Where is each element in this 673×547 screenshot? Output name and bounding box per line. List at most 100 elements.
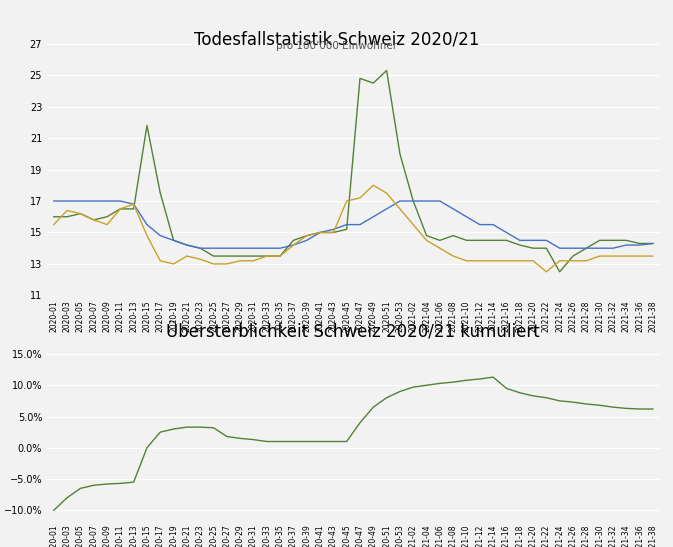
Total bbox=[529, 245, 537, 252]
Durchschnitt bbox=[489, 222, 497, 228]
Durchschnitt bbox=[502, 229, 510, 236]
Durchschnitt bbox=[63, 198, 71, 205]
Durchschnitt bbox=[262, 245, 271, 252]
Überschuss kumuliert bbox=[209, 424, 217, 431]
Überschuss kumuliert bbox=[303, 438, 311, 445]
Total bbox=[90, 217, 98, 223]
Total bbox=[316, 229, 324, 236]
Durchschnitt bbox=[196, 245, 204, 252]
Line: Durchschnitt: Durchschnitt bbox=[54, 201, 653, 248]
Total bbox=[329, 229, 337, 236]
Non-Covid bbox=[623, 253, 631, 259]
Überschuss kumuliert bbox=[449, 379, 457, 386]
Total bbox=[462, 237, 470, 243]
Überschuss kumuliert bbox=[582, 401, 590, 408]
Non-Covid bbox=[649, 253, 657, 259]
Total bbox=[103, 213, 111, 220]
Total bbox=[609, 237, 617, 243]
Total bbox=[369, 80, 378, 86]
Non-Covid bbox=[262, 253, 271, 259]
Non-Covid bbox=[103, 222, 111, 228]
Total bbox=[382, 67, 390, 74]
Non-Covid bbox=[223, 261, 231, 267]
Non-Covid bbox=[90, 217, 98, 223]
Line: Überschuss kumuliert: Überschuss kumuliert bbox=[54, 377, 653, 510]
Durchschnitt bbox=[369, 213, 378, 220]
Non-Covid bbox=[143, 232, 151, 239]
Durchschnitt bbox=[223, 245, 231, 252]
Überschuss kumuliert bbox=[369, 404, 378, 410]
Total bbox=[223, 253, 231, 259]
Non-Covid bbox=[356, 195, 364, 201]
Non-Covid bbox=[303, 232, 311, 239]
Total bbox=[582, 245, 590, 252]
Durchschnitt bbox=[382, 206, 390, 212]
Überschuss kumuliert bbox=[409, 384, 417, 391]
Total bbox=[250, 253, 258, 259]
Non-Covid bbox=[183, 253, 191, 259]
Durchschnitt bbox=[50, 198, 58, 205]
Durchschnitt bbox=[516, 237, 524, 243]
Non-Covid bbox=[476, 258, 484, 264]
Non-Covid bbox=[409, 222, 417, 228]
Total bbox=[409, 198, 417, 205]
Non-Covid bbox=[635, 253, 643, 259]
Durchschnitt bbox=[582, 245, 590, 252]
Non-Covid bbox=[423, 237, 431, 243]
Durchschnitt bbox=[76, 198, 84, 205]
Durchschnitt bbox=[236, 245, 244, 252]
Non-Covid bbox=[236, 258, 244, 264]
Total bbox=[262, 253, 271, 259]
Durchschnitt bbox=[635, 242, 643, 248]
Überschuss kumuliert bbox=[609, 404, 617, 410]
Total bbox=[516, 242, 524, 248]
Überschuss kumuliert bbox=[196, 424, 204, 430]
Text: pro 100’000 Einwohner: pro 100’000 Einwohner bbox=[276, 41, 397, 51]
Total bbox=[236, 253, 244, 259]
Non-Covid bbox=[196, 256, 204, 263]
Line: Total: Total bbox=[54, 71, 653, 272]
Non-Covid bbox=[489, 258, 497, 264]
Überschuss kumuliert bbox=[143, 445, 151, 451]
Überschuss kumuliert bbox=[116, 480, 125, 487]
Non-Covid bbox=[170, 261, 178, 267]
Überschuss kumuliert bbox=[396, 388, 404, 395]
Durchschnitt bbox=[423, 198, 431, 205]
Durchschnitt bbox=[250, 245, 258, 252]
Durchschnitt bbox=[436, 198, 444, 205]
Durchschnitt bbox=[209, 245, 217, 252]
Durchschnitt bbox=[183, 242, 191, 248]
Durchschnitt bbox=[343, 222, 351, 228]
Überschuss kumuliert bbox=[250, 437, 258, 443]
Überschuss kumuliert bbox=[223, 433, 231, 440]
Überschuss kumuliert bbox=[489, 374, 497, 380]
Durchschnitt bbox=[596, 245, 604, 252]
Total bbox=[423, 232, 431, 239]
Non-Covid bbox=[516, 258, 524, 264]
Total bbox=[343, 226, 351, 232]
Überschuss kumuliert bbox=[262, 438, 271, 445]
Durchschnitt bbox=[130, 201, 138, 207]
Durchschnitt bbox=[623, 242, 631, 248]
Total bbox=[156, 190, 164, 196]
Total bbox=[196, 245, 204, 252]
Überschuss kumuliert bbox=[502, 385, 510, 392]
Total bbox=[396, 150, 404, 157]
Überschuss kumuliert bbox=[343, 438, 351, 445]
Durchschnitt bbox=[529, 237, 537, 243]
Durchschnitt bbox=[316, 229, 324, 236]
Total bbox=[76, 211, 84, 217]
Überschuss kumuliert bbox=[542, 394, 551, 401]
Durchschnitt bbox=[276, 245, 284, 252]
Total bbox=[116, 206, 125, 212]
Non-Covid bbox=[556, 258, 564, 264]
Non-Covid bbox=[289, 242, 297, 248]
Durchschnitt bbox=[649, 240, 657, 247]
Non-Covid bbox=[436, 245, 444, 252]
Non-Covid bbox=[329, 229, 337, 236]
Überschuss kumuliert bbox=[529, 393, 537, 399]
Total bbox=[449, 232, 457, 239]
Non-Covid bbox=[382, 190, 390, 196]
Überschuss kumuliert bbox=[63, 494, 71, 501]
Non-Covid bbox=[582, 258, 590, 264]
